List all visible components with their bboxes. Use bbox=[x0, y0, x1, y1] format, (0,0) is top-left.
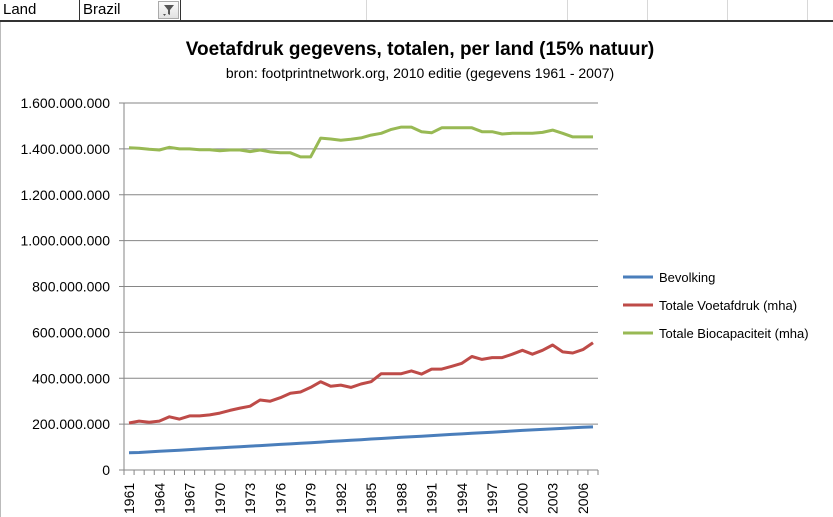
filter-label-cell: Land bbox=[0, 0, 80, 20]
x-tick-label: 1976 bbox=[272, 483, 288, 514]
x-tick-label: 1994 bbox=[454, 483, 470, 514]
x-tick-label: 1979 bbox=[303, 483, 319, 514]
filter-dropdown-icon bbox=[163, 5, 174, 16]
y-tick-label: 1.400.000.000 bbox=[20, 141, 110, 157]
x-tick-label: 1985 bbox=[363, 483, 379, 514]
x-tick-label: 1973 bbox=[242, 483, 258, 514]
chart-title: Voetafdruk gegevens, totalen, per land (… bbox=[186, 39, 654, 60]
x-tick-label: 2006 bbox=[575, 483, 591, 514]
filter-row: Land Brazil bbox=[0, 0, 833, 22]
x-tick-label: 1964 bbox=[151, 483, 167, 514]
chart-area[interactable] bbox=[0, 22, 833, 517]
filter-dropdown-button[interactable] bbox=[158, 1, 179, 19]
y-tick-label: 600.000.000 bbox=[32, 324, 110, 340]
x-tick-label: 1970 bbox=[212, 483, 228, 514]
x-tick-label: 2003 bbox=[545, 483, 561, 514]
series-line-0 bbox=[128, 425, 594, 455]
series-line-2 bbox=[128, 125, 593, 159]
x-tick-label: 1997 bbox=[484, 483, 500, 514]
chart-subtitle: bron: footprintnetwork.org, 2010 editie … bbox=[226, 65, 614, 81]
legend-label: Totale Biocapaciteit (mha) bbox=[659, 326, 809, 341]
x-tick-label: 1961 bbox=[121, 483, 137, 514]
x-tick-label: 1988 bbox=[393, 483, 409, 514]
y-tick-label: 1.000.000.000 bbox=[20, 233, 110, 249]
y-tick-label: 1.200.000.000 bbox=[20, 187, 110, 203]
y-tick-label: 0 bbox=[102, 462, 110, 478]
x-tick-label: 1982 bbox=[333, 483, 349, 514]
y-tick-label: 800.000.000 bbox=[32, 279, 110, 295]
legend-label: Totale Voetafdruk (mha) bbox=[659, 298, 797, 313]
x-tick-label: 2000 bbox=[514, 483, 530, 514]
legend-label: Bevolking bbox=[659, 270, 715, 285]
y-tick-label: 200.000.000 bbox=[32, 416, 110, 432]
y-tick-label: 1.600.000.000 bbox=[20, 95, 110, 111]
series-line-1 bbox=[128, 341, 594, 425]
y-tick-label: 400.000.000 bbox=[32, 370, 110, 386]
x-tick-label: 1991 bbox=[424, 483, 440, 514]
filter-value-cell[interactable]: Brazil bbox=[83, 1, 121, 18]
x-tick-label: 1967 bbox=[182, 483, 198, 514]
